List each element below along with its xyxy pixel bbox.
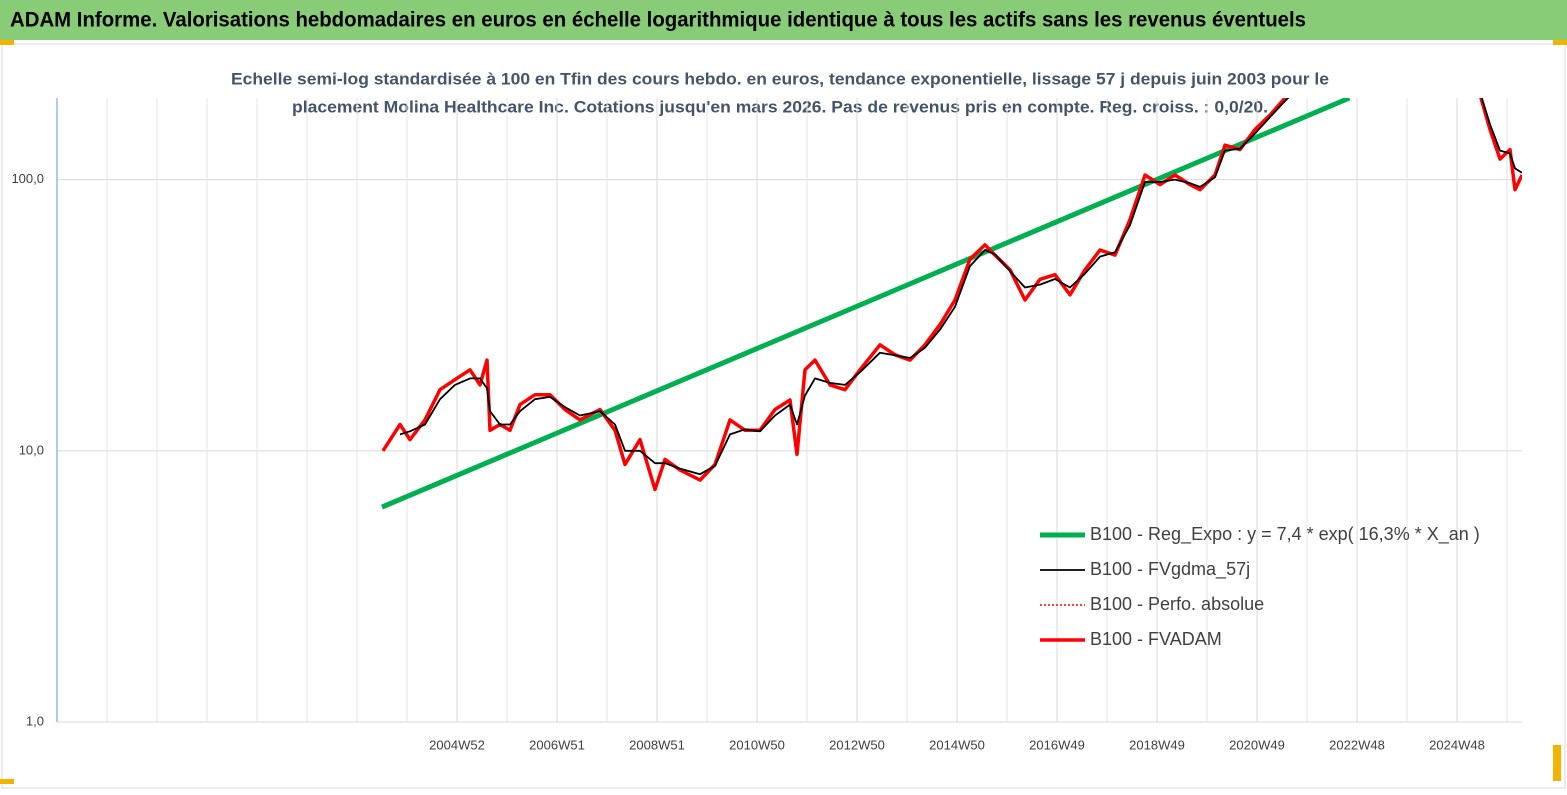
corner-mark [0, 40, 14, 45]
y-tick-label: 10,0 [19, 442, 44, 457]
x-tick-label: 2024W48 [1429, 737, 1485, 752]
x-tick-label: 2004W52 [429, 737, 485, 752]
legend-label: B100 - FVgdma_57j [1090, 559, 1250, 580]
legend: B100 - Reg_Expo : y = 7,4 * exp( 16,3% *… [1040, 524, 1480, 649]
series-line [399, 98, 1522, 476]
plot-area [381, 98, 1522, 510]
legend-label: B100 - Reg_Expo : y = 7,4 * exp( 16,3% *… [1090, 524, 1480, 545]
x-tick-label: 2018W49 [1129, 737, 1185, 752]
x-tick-label: 2020W49 [1229, 737, 1285, 752]
grid: 1,0 10,0 100,0 2004W52 2006W51 2008W51 2010W50… [11, 98, 1522, 752]
x-tick-label: 2014W50 [929, 737, 985, 752]
corner-mark [0, 779, 14, 784]
legend-label: B100 - FVADAM [1090, 629, 1222, 649]
x-tick-label: 2008W51 [629, 737, 685, 752]
chart-border [1, 43, 1566, 789]
x-tick-label: 2010W50 [729, 737, 785, 752]
x-tick-label: 2012W50 [829, 737, 885, 752]
legend-label: B100 - Perfo. absolue [1090, 594, 1264, 614]
x-tick-label: 2016W49 [1029, 737, 1085, 752]
chart-subtitle: placement Molina Healthcare Inc. Cotatio… [292, 97, 1268, 116]
corner-mark [1553, 745, 1561, 781]
series-line [381, 98, 1522, 492]
y-tick-label: 1,0 [26, 713, 44, 728]
chart-subtitle: Echelle semi-log standardisée à 100 en T… [231, 69, 1329, 88]
y-tick-label: 100,0 [11, 171, 44, 186]
chart-title: ADAM Informe. Valorisations hebdomadaire… [10, 9, 1306, 32]
series-line [381, 98, 1351, 510]
x-tick-label: 2006W51 [529, 737, 585, 752]
corner-mark [1553, 40, 1567, 45]
x-tick-label: 2022W48 [1329, 737, 1385, 752]
header-bar [0, 0, 1567, 40]
